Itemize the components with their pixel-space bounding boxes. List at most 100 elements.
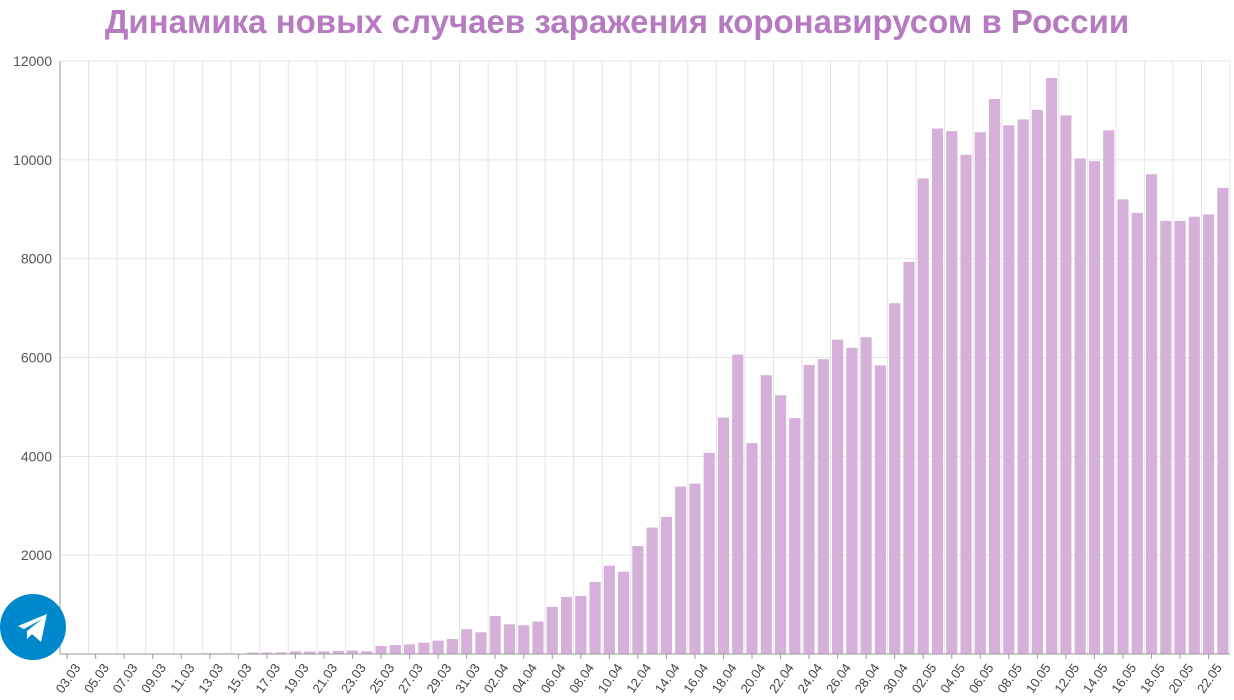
y-tick-label: 10000 bbox=[13, 152, 52, 168]
bar bbox=[1060, 115, 1072, 654]
x-tick-label: 27.03 bbox=[395, 661, 426, 696]
y-axis-ticks: 2000 4000 6000 8000 10000 12000 bbox=[13, 53, 52, 563]
bar bbox=[817, 359, 829, 654]
bar bbox=[760, 375, 772, 654]
bar bbox=[1117, 199, 1129, 654]
bar bbox=[304, 651, 316, 654]
bar bbox=[1145, 174, 1158, 655]
bar bbox=[689, 483, 701, 654]
x-tick-label: 19.03 bbox=[281, 661, 312, 696]
bar bbox=[389, 645, 401, 654]
x-tick-label: 12.05 bbox=[1051, 661, 1082, 696]
x-tick-label: 10.04 bbox=[595, 661, 626, 696]
x-tick-label: 08.04 bbox=[566, 661, 597, 696]
bar bbox=[1160, 220, 1172, 654]
bar bbox=[1031, 109, 1043, 654]
telegram-button[interactable] bbox=[0, 594, 66, 660]
bar bbox=[960, 154, 972, 654]
chart-title: Динамика новых случаев заражения коронав… bbox=[104, 3, 1130, 40]
x-tick-label: 30.04 bbox=[880, 661, 911, 696]
x-tick-label: 16.05 bbox=[1108, 661, 1139, 696]
x-tick-label: 25.03 bbox=[366, 661, 397, 696]
grid-lines bbox=[59, 60, 1231, 654]
bar bbox=[703, 452, 715, 654]
x-tick-label: 09.03 bbox=[138, 661, 169, 696]
bar bbox=[518, 625, 530, 654]
bar bbox=[532, 621, 544, 654]
x-tick-label: 21.03 bbox=[309, 661, 340, 696]
x-tick-label: 02.04 bbox=[481, 661, 512, 696]
bar bbox=[832, 339, 844, 654]
bar bbox=[560, 596, 573, 654]
bar bbox=[989, 99, 1001, 655]
bar bbox=[789, 418, 801, 654]
bar bbox=[903, 261, 915, 654]
x-tick-label: 07.03 bbox=[110, 661, 141, 696]
x-tick-label: 16.04 bbox=[680, 661, 711, 696]
bar bbox=[275, 652, 287, 654]
axes bbox=[59, 61, 1230, 655]
x-tick-label: 26.04 bbox=[823, 661, 854, 696]
bar bbox=[461, 629, 473, 654]
bar bbox=[1017, 119, 1029, 655]
bar bbox=[774, 395, 787, 654]
bars bbox=[61, 77, 1229, 655]
x-tick-label: 18.05 bbox=[1137, 661, 1168, 696]
x-tick-label: 06.05 bbox=[966, 661, 997, 696]
bar bbox=[332, 650, 344, 654]
bar bbox=[361, 651, 373, 654]
x-tick-label: 24.04 bbox=[794, 661, 825, 696]
bar bbox=[1074, 158, 1086, 655]
bar bbox=[318, 651, 330, 654]
x-tick-label: 28.04 bbox=[852, 661, 883, 696]
bar bbox=[746, 443, 758, 654]
x-axis-ticks: 03.0305.0307.0309.0311.0313.0315.0317.03… bbox=[52, 654, 1225, 696]
x-tick-label: 06.04 bbox=[538, 661, 569, 696]
bar bbox=[346, 650, 359, 654]
x-tick-label: 29.03 bbox=[423, 661, 454, 696]
x-tick-label: 20.04 bbox=[737, 661, 768, 696]
bar bbox=[1174, 220, 1186, 654]
bar bbox=[375, 645, 387, 654]
bar bbox=[1046, 77, 1058, 655]
bar bbox=[732, 354, 744, 654]
bar bbox=[589, 581, 601, 654]
bar bbox=[717, 417, 730, 654]
x-tick-label: 10.05 bbox=[1023, 661, 1054, 696]
x-tick-label: 08.05 bbox=[994, 661, 1025, 696]
bar bbox=[446, 639, 458, 654]
bar bbox=[1217, 187, 1229, 654]
bar bbox=[874, 365, 886, 654]
bar bbox=[1188, 216, 1200, 654]
y-tick-label: 8000 bbox=[21, 251, 52, 267]
bar bbox=[575, 595, 587, 654]
x-tick-label: 14.05 bbox=[1080, 661, 1111, 696]
bar bbox=[418, 642, 430, 654]
x-tick-label: 03.03 bbox=[52, 661, 83, 696]
bar bbox=[247, 652, 259, 654]
bar bbox=[618, 571, 630, 654]
x-tick-label: 17.03 bbox=[252, 661, 283, 696]
telegram-paper-plane-icon bbox=[18, 614, 47, 642]
x-tick-label: 14.04 bbox=[652, 661, 683, 696]
bar bbox=[603, 565, 615, 654]
x-tick-label: 05.03 bbox=[81, 661, 112, 696]
bar bbox=[675, 486, 687, 654]
x-tick-label: 18.04 bbox=[709, 661, 740, 696]
bar bbox=[646, 527, 658, 654]
x-tick-label: 15.03 bbox=[224, 661, 255, 696]
x-tick-label: 31.03 bbox=[452, 661, 483, 696]
y-tick-label: 2000 bbox=[21, 547, 52, 563]
bar bbox=[974, 132, 986, 654]
y-tick-label: 4000 bbox=[21, 448, 52, 464]
bar bbox=[1131, 212, 1143, 654]
bar bbox=[432, 640, 444, 654]
x-tick-label: 04.04 bbox=[509, 661, 540, 696]
bar bbox=[1003, 125, 1015, 655]
bar bbox=[846, 347, 858, 654]
bar bbox=[889, 303, 901, 654]
bar bbox=[475, 632, 487, 654]
bar bbox=[546, 606, 558, 654]
bar bbox=[632, 545, 644, 654]
